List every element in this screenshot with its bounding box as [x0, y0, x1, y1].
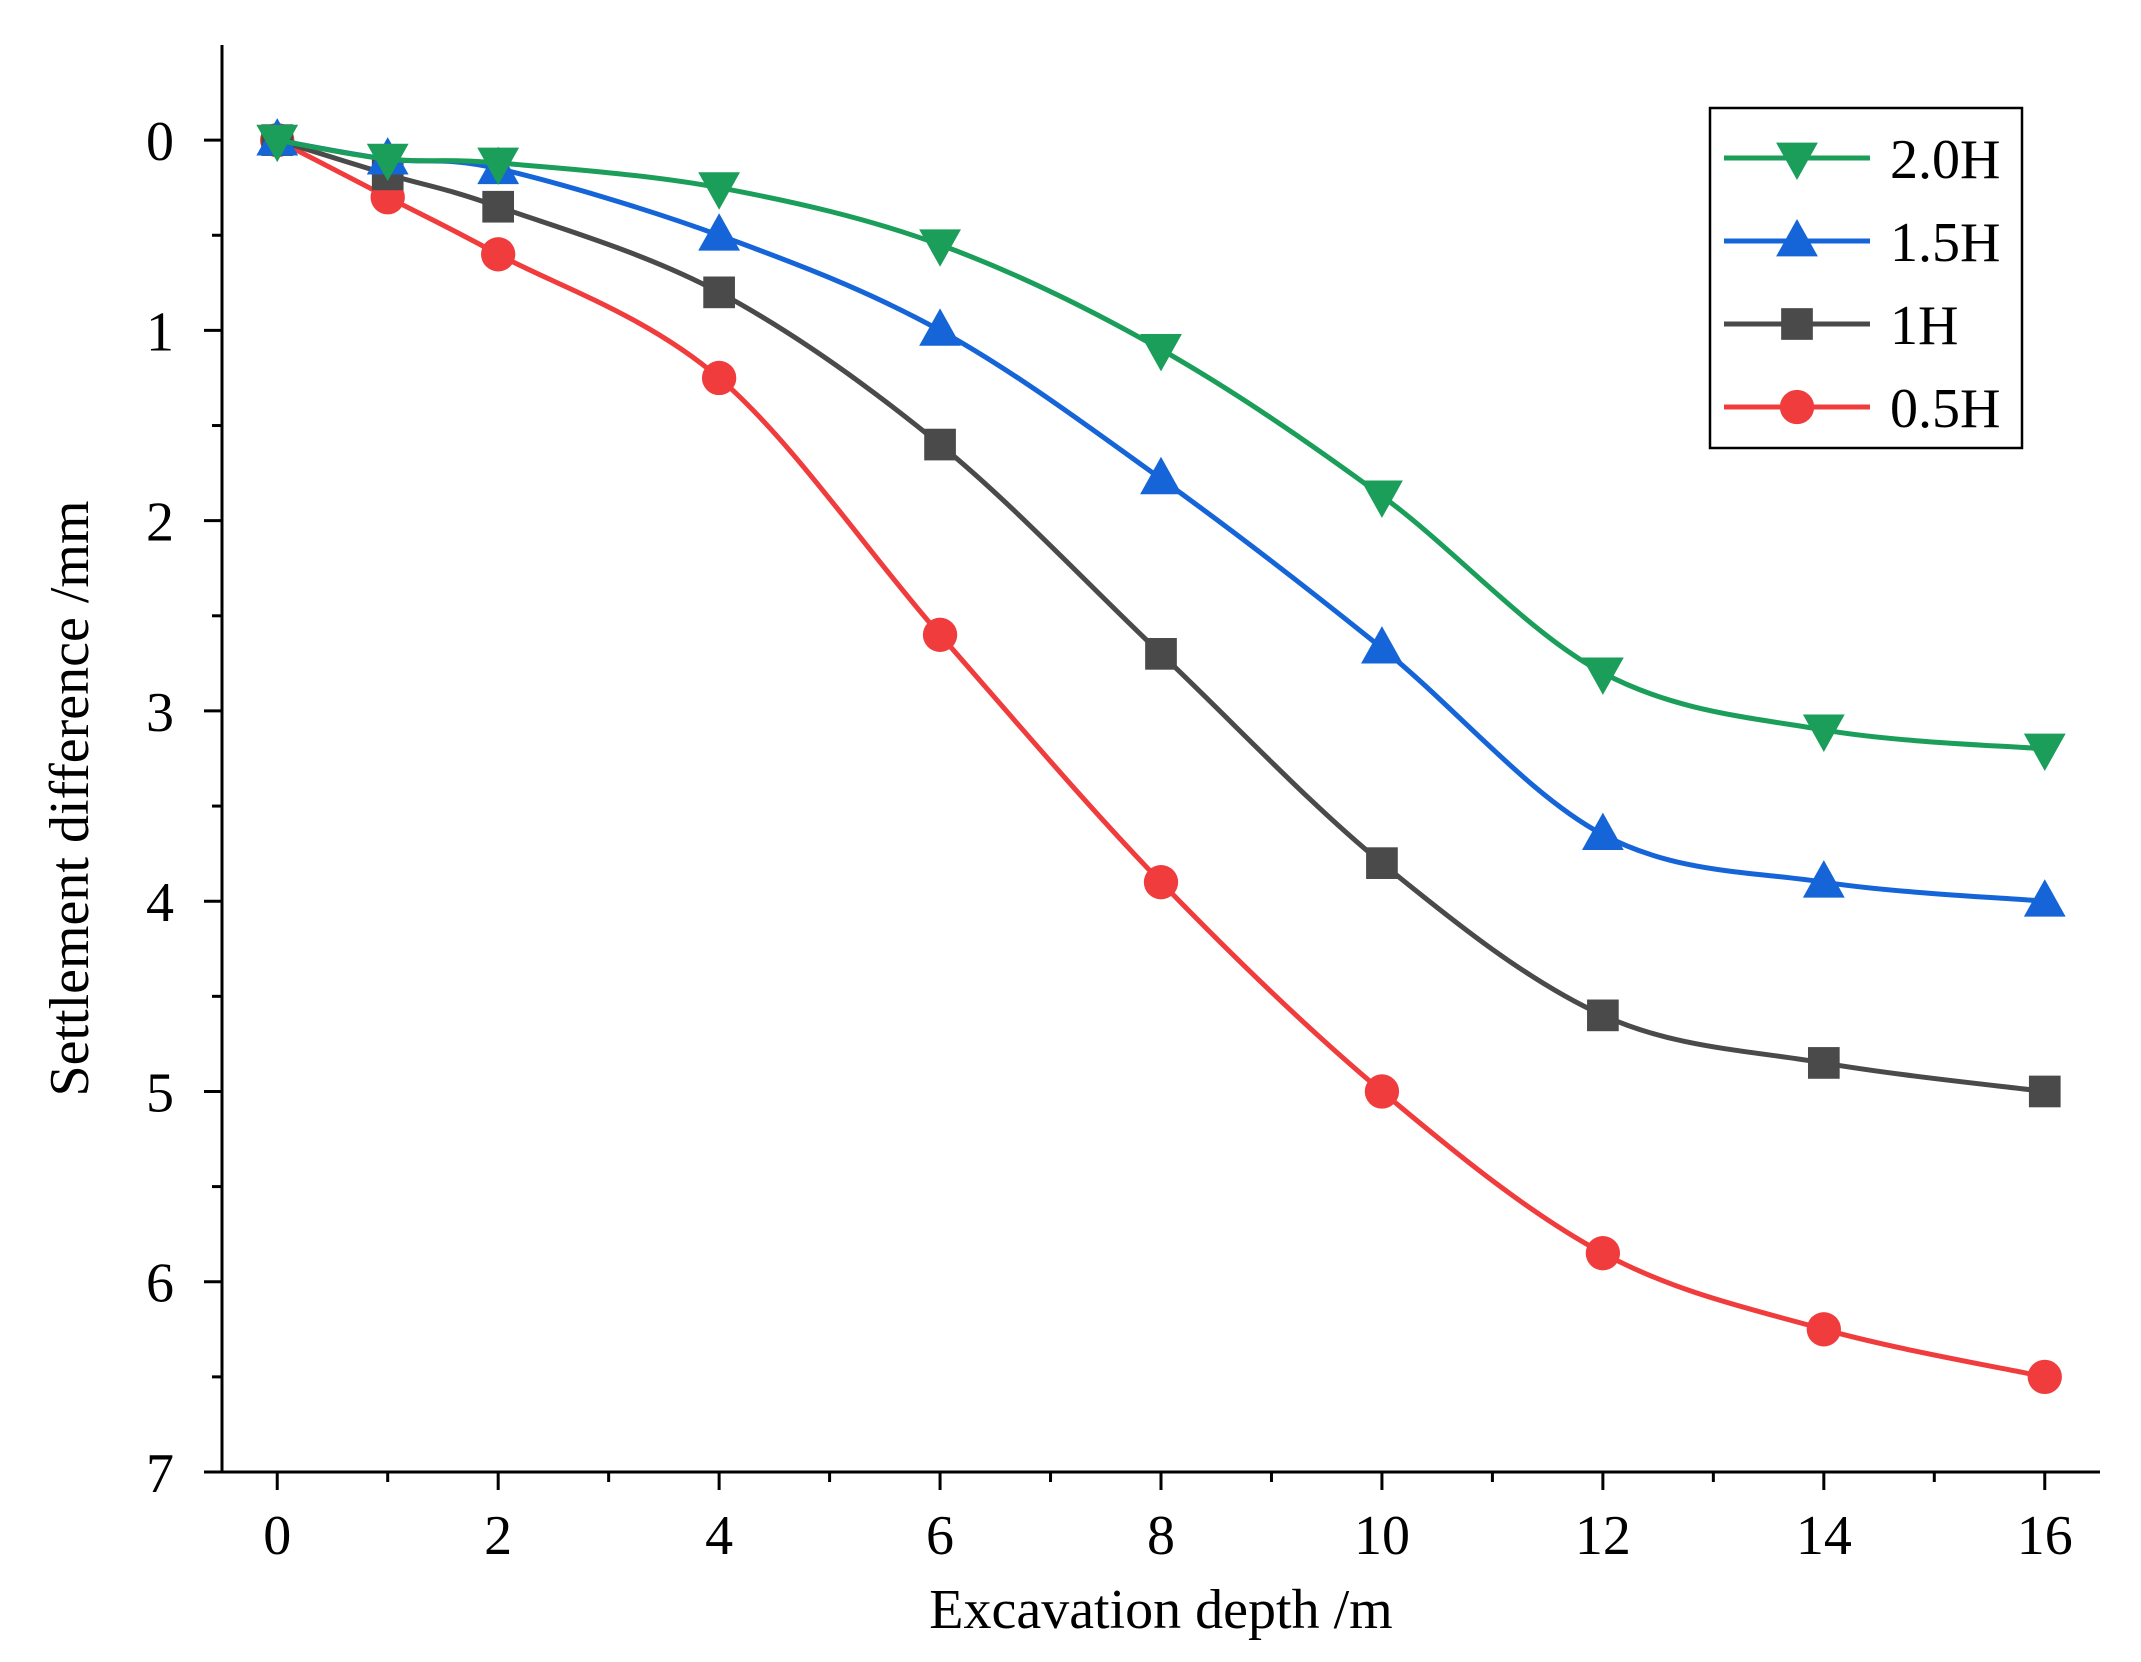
data-point-0-5h — [701, 360, 737, 396]
x-tick-label: 0 — [263, 1505, 291, 1567]
x-axis-title: Excavation depth /m — [929, 1579, 1392, 1641]
data-point-0-5h — [1364, 1074, 1400, 1109]
data-point-1h — [924, 428, 956, 461]
data-point-2-0h — [256, 124, 299, 163]
data-point-1-5h — [919, 308, 961, 346]
series-layer — [256, 118, 2066, 1395]
x-tick-label: 14 — [1796, 1505, 1852, 1567]
legend-marker-0-5h — [1779, 389, 1815, 425]
x-tick-label: 2 — [484, 1505, 512, 1567]
x-tick-label: 16 — [2017, 1505, 2073, 1567]
data-point-1-5h — [1581, 812, 1624, 851]
data-point-2-0h — [2023, 733, 2066, 771]
y-tick-label: 2 — [146, 492, 174, 554]
data-point-1h — [703, 276, 735, 309]
data-point-1h — [482, 190, 515, 223]
y-tick-label: 4 — [146, 872, 174, 934]
legend-label-1h: 1H — [1890, 295, 1958, 357]
y-tick-label: 3 — [146, 682, 174, 744]
x-tick-label: 8 — [1147, 1505, 1175, 1567]
y-tick-label: 1 — [146, 301, 174, 363]
legend: 2.0H 1.5H 1H 0.5H — [1708, 106, 2024, 450]
data-point-1h — [1587, 999, 1619, 1032]
data-point-1h — [1366, 847, 1398, 879]
data-point-1h — [1807, 1047, 1840, 1079]
legend-marker-2-0h — [1776, 142, 1818, 180]
data-point-1-5h — [2023, 879, 2066, 917]
legend-label-0-5h: 0.5H — [1890, 378, 2000, 440]
y-axis-title: Settlement difference /mm — [39, 500, 101, 1096]
legend-marker-1h — [1781, 308, 1813, 340]
data-point-0-5h — [1143, 865, 1179, 900]
data-point-0-5h — [481, 237, 516, 272]
data-point-2-0h — [1361, 480, 1403, 518]
data-point-0-5h — [1806, 1312, 1841, 1347]
data-point-1-5h — [698, 213, 741, 251]
data-point-0-5h — [922, 617, 958, 652]
x-tick-label: 6 — [926, 1505, 954, 1567]
series-2-0h — [256, 124, 2066, 771]
series-0-5h — [260, 122, 2062, 1395]
data-point-1-5h — [1140, 456, 1182, 495]
y-tick-label: 6 — [146, 1253, 174, 1315]
data-point-2-0h — [698, 172, 741, 210]
data-point-2-0h — [366, 143, 409, 182]
y-tick-label: 0 — [146, 111, 174, 173]
data-point-2-0h — [919, 229, 961, 267]
legend-label-1-5h: 1.5H — [1890, 212, 2000, 274]
data-point-1-5h — [1802, 860, 1845, 898]
x-tick-label: 4 — [705, 1505, 733, 1567]
data-point-2-0h — [477, 147, 520, 185]
legend-marker-1-5h — [1776, 219, 1818, 257]
y-tick-label: 5 — [146, 1062, 174, 1124]
data-point-2-0h — [1802, 714, 1845, 752]
legend-box — [1708, 106, 2024, 450]
y-tick-label: 7 — [146, 1443, 174, 1505]
data-point-1h — [2028, 1075, 2061, 1108]
x-tick-label: 10 — [1354, 1505, 1410, 1567]
data-point-2-0h — [1581, 657, 1624, 695]
data-point-1h — [1145, 638, 1177, 670]
legend-label-2-0h: 2.0H — [1890, 129, 2000, 191]
data-point-2-0h — [1140, 334, 1182, 372]
x-tick-label: 12 — [1575, 1505, 1631, 1567]
data-point-1-5h — [1361, 626, 1403, 664]
data-point-0-5h — [1585, 1236, 1621, 1271]
data-point-0-5h — [2027, 1359, 2062, 1395]
